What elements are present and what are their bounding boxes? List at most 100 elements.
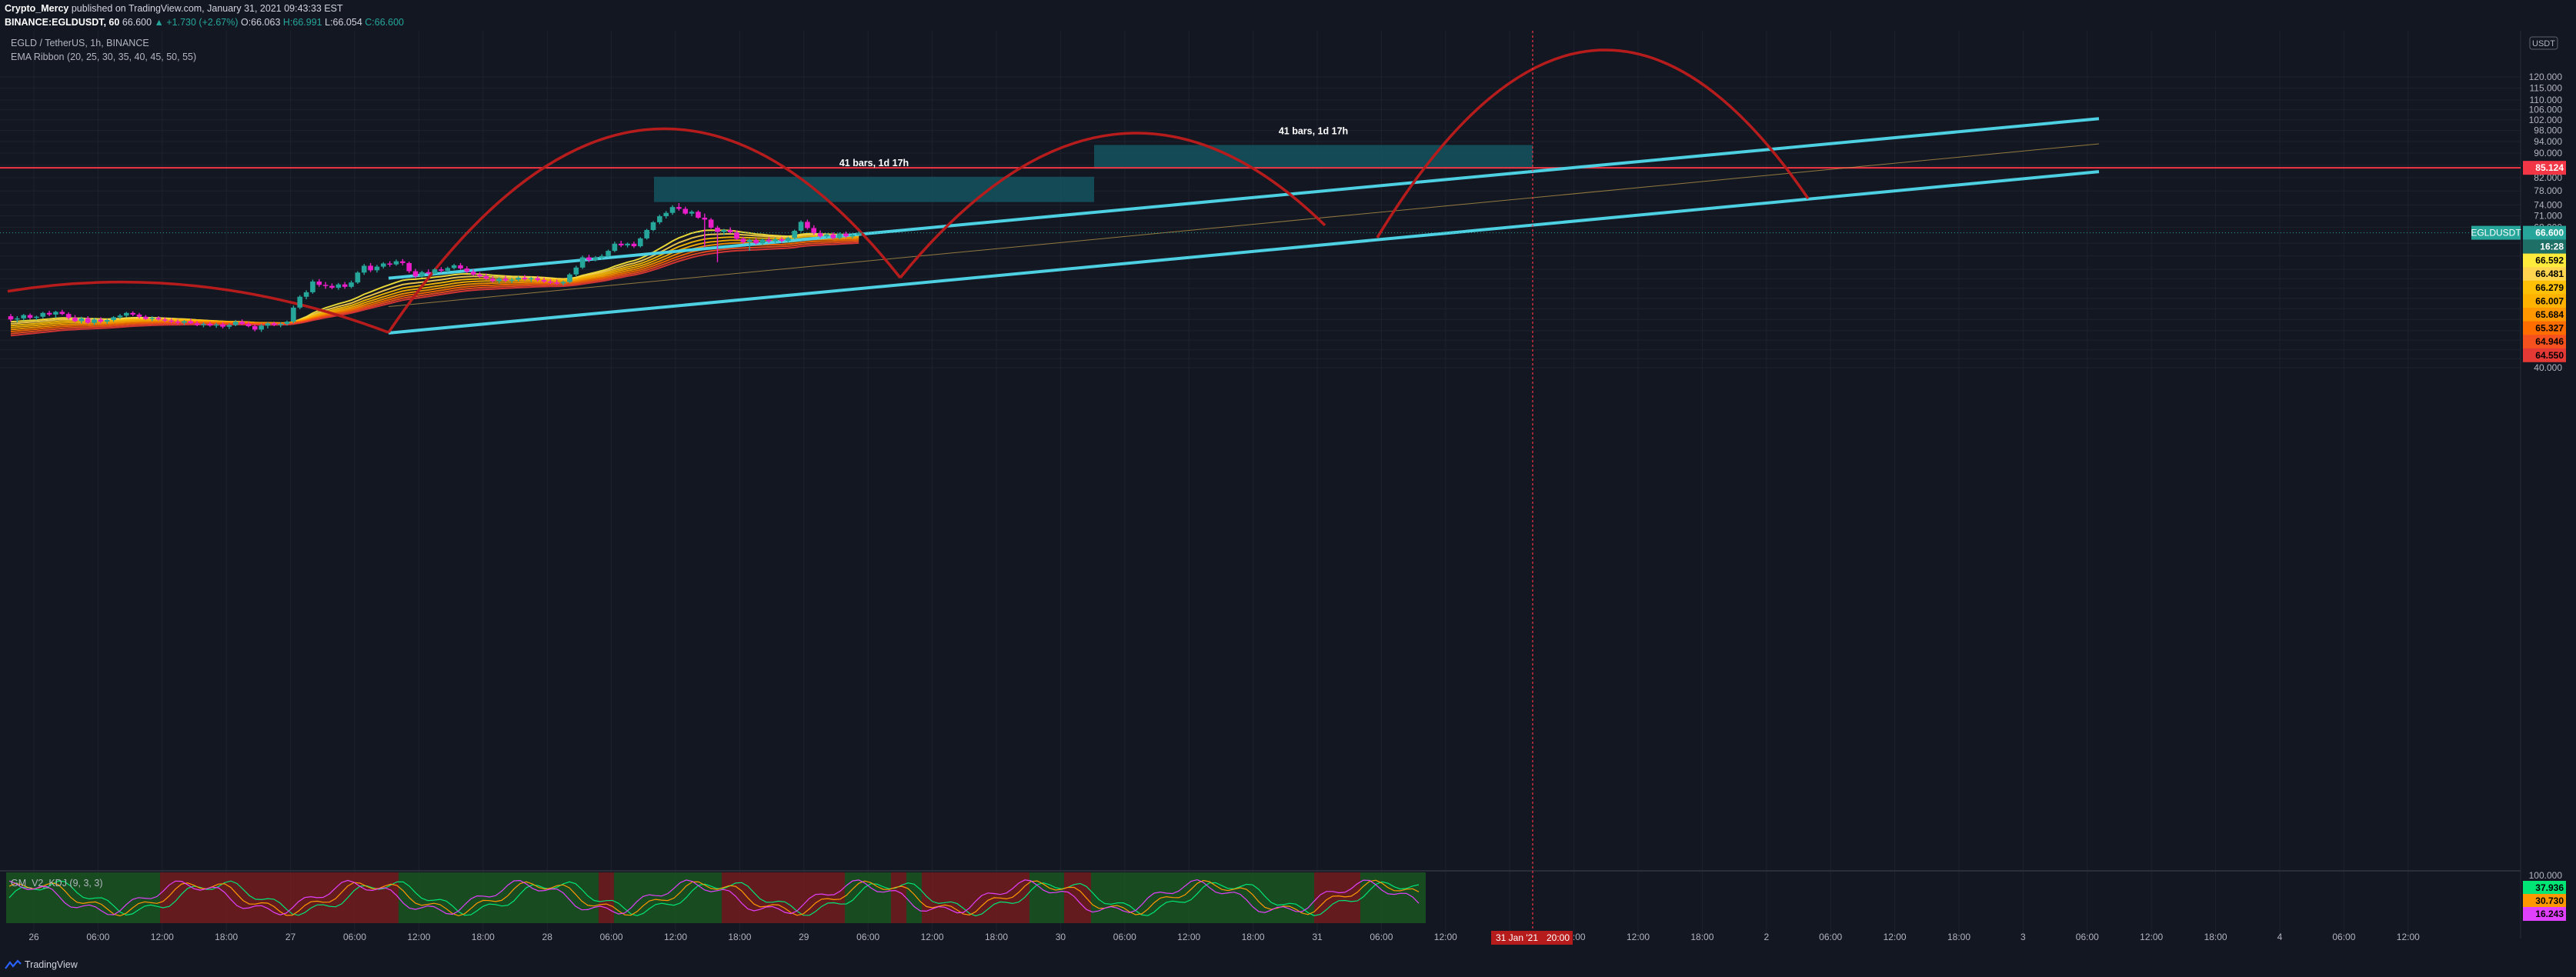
candle[interactable] xyxy=(567,272,572,284)
candle[interactable] xyxy=(239,319,245,325)
candle[interactable] xyxy=(124,312,129,318)
candle[interactable] xyxy=(342,282,348,289)
candle[interactable] xyxy=(657,215,662,225)
candle[interactable] xyxy=(805,219,810,230)
candle[interactable] xyxy=(381,262,386,268)
candle[interactable] xyxy=(387,261,392,267)
candle[interactable] xyxy=(329,283,335,290)
candle[interactable] xyxy=(830,232,836,240)
candle[interactable] xyxy=(849,234,856,238)
candle[interactable] xyxy=(303,290,309,300)
candle[interactable] xyxy=(529,276,534,282)
candle[interactable] xyxy=(489,276,496,283)
candle[interactable] xyxy=(439,267,444,273)
candlestick-series[interactable] xyxy=(8,203,862,332)
candle[interactable] xyxy=(663,211,669,218)
candle[interactable] xyxy=(111,315,116,322)
candle[interactable] xyxy=(734,230,739,241)
candle[interactable] xyxy=(477,272,482,278)
candle[interactable] xyxy=(162,317,168,322)
candle[interactable] xyxy=(15,315,20,322)
candle[interactable] xyxy=(644,228,649,240)
candle[interactable] xyxy=(606,249,611,258)
candle[interactable] xyxy=(310,279,315,294)
candle[interactable] xyxy=(586,255,592,262)
candle[interactable] xyxy=(464,266,470,273)
candle[interactable] xyxy=(766,237,772,243)
candle[interactable] xyxy=(284,320,290,326)
candle[interactable] xyxy=(245,322,252,328)
candle[interactable] xyxy=(502,275,509,282)
candle[interactable] xyxy=(361,264,367,275)
candle[interactable] xyxy=(85,315,91,325)
candle[interactable] xyxy=(169,318,175,324)
candle[interactable] xyxy=(175,319,181,325)
candle[interactable] xyxy=(753,238,759,245)
candle[interactable] xyxy=(130,311,135,316)
candle[interactable] xyxy=(599,254,605,260)
candle[interactable] xyxy=(625,242,630,248)
candle[interactable] xyxy=(143,315,148,320)
candle[interactable] xyxy=(811,225,817,235)
candle[interactable] xyxy=(252,324,258,332)
candle[interactable] xyxy=(792,229,797,239)
time-axis[interactable]: 26 06:00 12:00 18:00 27 06:00 12:00 18:00 28 06:0… xyxy=(28,931,2420,945)
candle[interactable] xyxy=(483,273,489,281)
candle[interactable] xyxy=(316,278,322,287)
candle[interactable] xyxy=(535,275,540,282)
candle[interactable] xyxy=(322,282,329,289)
symbol-name[interactable]: BINANCE:EGLDUSDT, 60 xyxy=(5,17,120,28)
candle[interactable] xyxy=(419,270,425,278)
candle[interactable] xyxy=(40,312,46,318)
candle[interactable] xyxy=(188,318,194,325)
candle[interactable] xyxy=(696,210,701,219)
candle[interactable] xyxy=(335,282,342,290)
candle[interactable] xyxy=(117,314,123,319)
candle[interactable] xyxy=(836,232,843,239)
candle[interactable] xyxy=(516,276,521,282)
candle[interactable] xyxy=(149,315,155,322)
candle[interactable] xyxy=(708,218,714,229)
candle[interactable] xyxy=(155,315,162,321)
candle[interactable] xyxy=(721,228,727,235)
candle[interactable] xyxy=(27,313,33,320)
candle[interactable] xyxy=(265,322,271,328)
candle[interactable] xyxy=(650,221,656,232)
price-chart[interactable]: 120.000115.000110.000106.000102.00098.00… xyxy=(0,31,2576,962)
candle[interactable] xyxy=(689,210,695,217)
candle[interactable] xyxy=(669,205,676,215)
candle[interactable] xyxy=(207,322,213,327)
candle[interactable] xyxy=(412,268,419,278)
tradingview-logo[interactable]: TradingView xyxy=(5,959,78,970)
candle[interactable] xyxy=(213,322,219,328)
candle[interactable] xyxy=(509,278,515,283)
candle[interactable] xyxy=(406,262,412,273)
candle[interactable] xyxy=(541,278,547,283)
candle[interactable] xyxy=(368,262,373,272)
candle[interactable] xyxy=(746,238,752,252)
candle[interactable] xyxy=(59,309,65,315)
candle[interactable] xyxy=(759,238,766,245)
candle[interactable] xyxy=(34,315,39,320)
candle[interactable] xyxy=(425,269,432,275)
candle[interactable] xyxy=(78,316,85,324)
legend-kdj[interactable]: GM_V2_KDJ (9, 3, 3) xyxy=(11,878,103,889)
candle[interactable] xyxy=(702,213,708,248)
candle[interactable] xyxy=(104,318,110,325)
candle[interactable] xyxy=(46,310,52,316)
legend-ema-ribbon[interactable]: EMA Ribbon (20, 25, 30, 35, 40, 45, 50, … xyxy=(11,52,196,62)
candle[interactable] xyxy=(618,241,624,248)
candle[interactable] xyxy=(72,315,78,322)
candle[interactable] xyxy=(393,259,399,266)
candle[interactable] xyxy=(682,206,689,215)
candle[interactable] xyxy=(638,237,643,248)
candle[interactable] xyxy=(631,242,637,248)
candle[interactable] xyxy=(226,323,232,329)
candle[interactable] xyxy=(278,322,283,328)
candle[interactable] xyxy=(592,255,599,262)
author-name[interactable]: Crypto_Mercy xyxy=(5,3,69,14)
candle[interactable] xyxy=(98,317,104,324)
candle[interactable] xyxy=(676,203,682,211)
candle[interactable] xyxy=(355,271,361,285)
candle[interactable] xyxy=(451,264,457,270)
